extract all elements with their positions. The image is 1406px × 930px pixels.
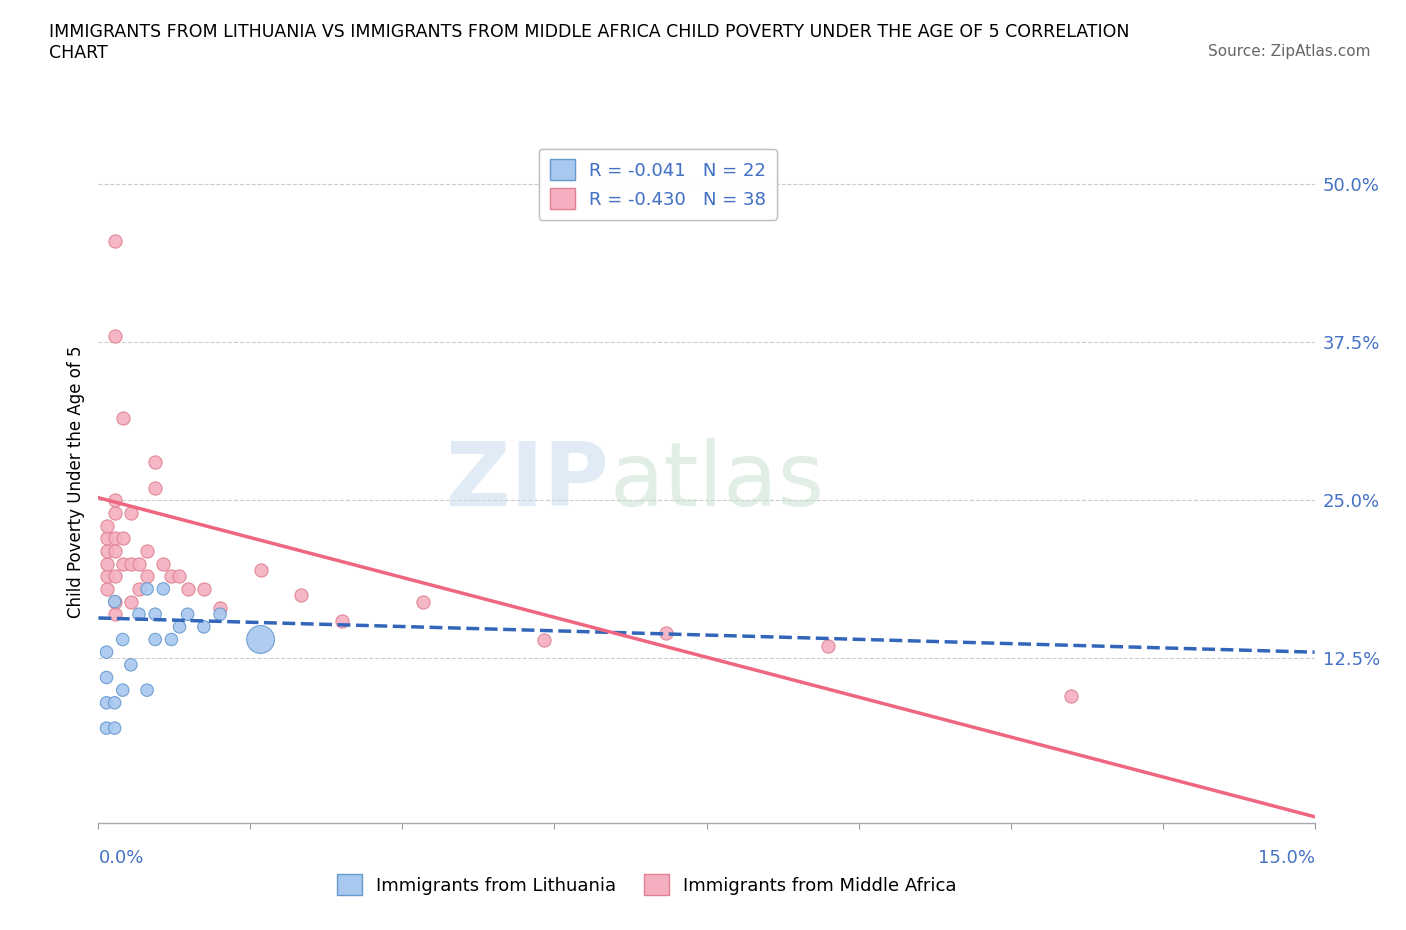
Y-axis label: Child Poverty Under the Age of 5: Child Poverty Under the Age of 5 xyxy=(66,345,84,618)
Point xyxy=(111,531,134,546)
Point xyxy=(330,613,353,628)
Point xyxy=(128,581,150,596)
Point xyxy=(193,581,215,596)
Point xyxy=(128,556,150,571)
Legend: R = -0.041   N = 22, R = -0.430   N = 38: R = -0.041 N = 22, R = -0.430 N = 38 xyxy=(538,149,778,220)
Point xyxy=(104,506,127,521)
Point xyxy=(96,670,118,684)
Point xyxy=(96,543,118,558)
Point xyxy=(111,632,134,647)
Point xyxy=(209,601,232,616)
Point xyxy=(104,594,127,609)
Point xyxy=(104,721,127,736)
Point xyxy=(533,632,555,647)
Point xyxy=(152,556,174,571)
Point xyxy=(152,581,174,596)
Legend: Immigrants from Lithuania, Immigrants from Middle Africa: Immigrants from Lithuania, Immigrants fr… xyxy=(328,865,966,904)
Point xyxy=(169,569,191,584)
Point xyxy=(120,506,142,521)
Point xyxy=(193,619,215,634)
Point xyxy=(96,531,118,546)
Point xyxy=(143,455,166,470)
Point xyxy=(96,696,118,711)
Point xyxy=(143,480,166,495)
Point xyxy=(96,518,118,533)
Point xyxy=(111,556,134,571)
Point xyxy=(249,632,271,647)
Point xyxy=(96,644,118,659)
Point xyxy=(176,606,198,621)
Point xyxy=(104,493,127,508)
Point xyxy=(120,556,142,571)
Point xyxy=(169,619,191,634)
Point xyxy=(104,531,127,546)
Point xyxy=(104,328,127,343)
Point xyxy=(120,658,142,672)
Text: 15.0%: 15.0% xyxy=(1257,849,1315,868)
Point xyxy=(96,556,118,571)
Point xyxy=(143,632,166,647)
Point xyxy=(104,569,127,584)
Point xyxy=(209,606,232,621)
Point xyxy=(160,632,183,647)
Point xyxy=(160,569,183,584)
Text: atlas: atlas xyxy=(609,438,824,525)
Point xyxy=(249,563,271,578)
Text: Source: ZipAtlas.com: Source: ZipAtlas.com xyxy=(1208,44,1371,59)
Point xyxy=(104,543,127,558)
Text: 0.0%: 0.0% xyxy=(98,849,143,868)
Point xyxy=(143,606,166,621)
Text: IMMIGRANTS FROM LITHUANIA VS IMMIGRANTS FROM MIDDLE AFRICA CHILD POVERTY UNDER T: IMMIGRANTS FROM LITHUANIA VS IMMIGRANTS … xyxy=(49,23,1129,41)
Point xyxy=(104,594,127,609)
Point xyxy=(136,569,159,584)
Point xyxy=(111,410,134,425)
Point xyxy=(96,581,118,596)
Point xyxy=(96,569,118,584)
Point xyxy=(1060,689,1083,704)
Point xyxy=(290,588,312,603)
Point xyxy=(128,606,150,621)
Text: ZIP: ZIP xyxy=(447,438,609,525)
Point xyxy=(136,543,159,558)
Point xyxy=(655,626,678,641)
Point xyxy=(120,594,142,609)
Point xyxy=(104,696,127,711)
Point xyxy=(412,594,434,609)
Point xyxy=(817,638,839,653)
Point xyxy=(136,683,159,698)
Point xyxy=(176,581,198,596)
Point xyxy=(104,606,127,621)
Text: CHART: CHART xyxy=(49,44,108,61)
Point xyxy=(96,721,118,736)
Point xyxy=(136,581,159,596)
Point xyxy=(111,683,134,698)
Point xyxy=(104,233,127,248)
